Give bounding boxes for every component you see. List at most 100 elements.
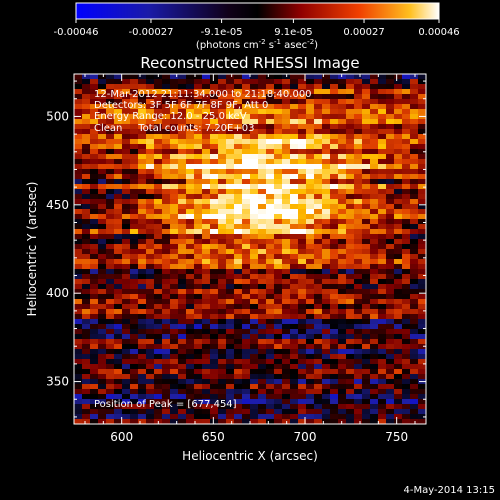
heatmap-cell bbox=[210, 104, 219, 110]
heatmap-cell bbox=[402, 389, 411, 395]
heatmap-cell bbox=[138, 359, 147, 365]
heatmap-cell bbox=[386, 129, 395, 135]
heatmap-cell bbox=[338, 74, 347, 80]
heatmap-cell bbox=[242, 294, 251, 300]
heatmap-cell bbox=[90, 299, 99, 305]
heatmap-cell bbox=[170, 114, 179, 120]
heatmap-cell bbox=[114, 374, 123, 380]
heatmap-cell bbox=[370, 294, 379, 300]
heatmap-cell bbox=[130, 159, 139, 165]
heatmap-cell bbox=[402, 334, 411, 340]
heatmap-cell bbox=[122, 89, 131, 95]
heatmap-cell bbox=[306, 419, 315, 424]
heatmap-cell bbox=[370, 309, 379, 315]
heatmap-cell bbox=[226, 399, 235, 405]
heatmap-cell bbox=[170, 379, 179, 385]
heatmap-cell bbox=[258, 404, 267, 410]
heatmap-cell bbox=[298, 304, 307, 310]
heatmap-cell bbox=[114, 354, 123, 360]
heatmap-cell bbox=[90, 119, 99, 125]
heatmap-cell bbox=[346, 194, 355, 200]
heatmap-cell bbox=[226, 94, 235, 100]
heatmap-cell bbox=[362, 174, 371, 180]
heatmap-cell bbox=[386, 89, 395, 95]
heatmap-cell bbox=[202, 354, 211, 360]
heatmap-cell bbox=[322, 394, 331, 400]
heatmap-cell bbox=[274, 409, 283, 415]
heatmap-cell bbox=[378, 349, 387, 355]
heatmap-cell bbox=[194, 224, 203, 230]
heatmap-cell bbox=[306, 189, 315, 195]
heatmap-cell bbox=[410, 229, 419, 235]
heatmap-cell bbox=[290, 224, 299, 230]
heatmap-cell bbox=[90, 154, 99, 160]
heatmap-cell bbox=[162, 329, 171, 335]
heatmap-cell bbox=[346, 129, 355, 135]
heatmap-cell bbox=[338, 124, 347, 130]
heatmap-cell bbox=[130, 204, 139, 210]
heatmap-cell bbox=[194, 164, 203, 170]
heatmap-cell bbox=[106, 364, 115, 370]
heatmap-cell bbox=[338, 209, 347, 215]
heatmap-cell bbox=[402, 349, 411, 355]
heatmap-cell bbox=[226, 264, 235, 270]
heatmap-cell bbox=[106, 309, 115, 315]
heatmap-cell bbox=[202, 169, 211, 175]
heatmap-cell bbox=[242, 314, 251, 320]
heatmap-cell bbox=[274, 394, 283, 400]
heatmap-cell bbox=[218, 74, 227, 80]
heatmap-cell bbox=[106, 384, 115, 390]
heatmap-cell bbox=[386, 234, 395, 240]
heatmap-cell bbox=[282, 359, 291, 365]
heatmap-cell bbox=[258, 414, 267, 420]
heatmap-cell bbox=[74, 179, 83, 185]
heatmap-cell bbox=[74, 204, 83, 210]
heatmap-cell bbox=[178, 254, 187, 260]
heatmap-cell bbox=[418, 304, 426, 310]
heatmap-cell bbox=[322, 314, 331, 320]
heatmap-cell bbox=[282, 159, 291, 165]
heatmap-cell bbox=[354, 294, 363, 300]
heatmap-cell bbox=[226, 279, 235, 285]
heatmap-cell bbox=[338, 274, 347, 280]
heatmap-cell bbox=[90, 239, 99, 245]
heatmap-cell bbox=[410, 244, 419, 250]
heatmap-cell bbox=[210, 409, 219, 415]
colorbar-tick-label: -0.00027 bbox=[128, 27, 173, 38]
heatmap-cell bbox=[346, 274, 355, 280]
heatmap-cell bbox=[274, 89, 283, 95]
heatmap-cell bbox=[186, 249, 195, 255]
heatmap-cell bbox=[98, 79, 107, 85]
heatmap-cell bbox=[306, 79, 315, 85]
heatmap-cell bbox=[130, 174, 139, 180]
heatmap-cell bbox=[138, 114, 147, 120]
heatmap-cell bbox=[402, 289, 411, 295]
heatmap-cell bbox=[178, 359, 187, 365]
heatmap-cell bbox=[122, 379, 131, 385]
heatmap-cell bbox=[378, 359, 387, 365]
heatmap-cell bbox=[338, 104, 347, 110]
heatmap-cell bbox=[170, 169, 179, 175]
heatmap-cell bbox=[338, 189, 347, 195]
heatmap-cell bbox=[314, 334, 323, 340]
heatmap-cell bbox=[194, 344, 203, 350]
heatmap-cell bbox=[130, 344, 139, 350]
heatmap-cell bbox=[282, 239, 291, 245]
heatmap-cell bbox=[226, 269, 235, 275]
heatmap-cell bbox=[98, 279, 107, 285]
heatmap-cell bbox=[138, 339, 147, 345]
heatmap-cell bbox=[138, 159, 147, 165]
heatmap-cell bbox=[250, 244, 259, 250]
heatmap-cell bbox=[98, 384, 107, 390]
heatmap-cell bbox=[138, 124, 147, 130]
heatmap-cell bbox=[210, 239, 219, 245]
heatmap-cell bbox=[234, 334, 243, 340]
heatmap-cell bbox=[186, 404, 195, 410]
heatmap-cell bbox=[266, 139, 275, 145]
heatmap-cell bbox=[170, 199, 179, 205]
heatmap-cell bbox=[90, 144, 99, 150]
heatmap-cell bbox=[346, 134, 355, 140]
heatmap-cell bbox=[394, 274, 403, 280]
heatmap-cell bbox=[226, 209, 235, 215]
annotation-energy-range: Energy Range: 12.0 - 25.0 keV bbox=[94, 111, 247, 122]
